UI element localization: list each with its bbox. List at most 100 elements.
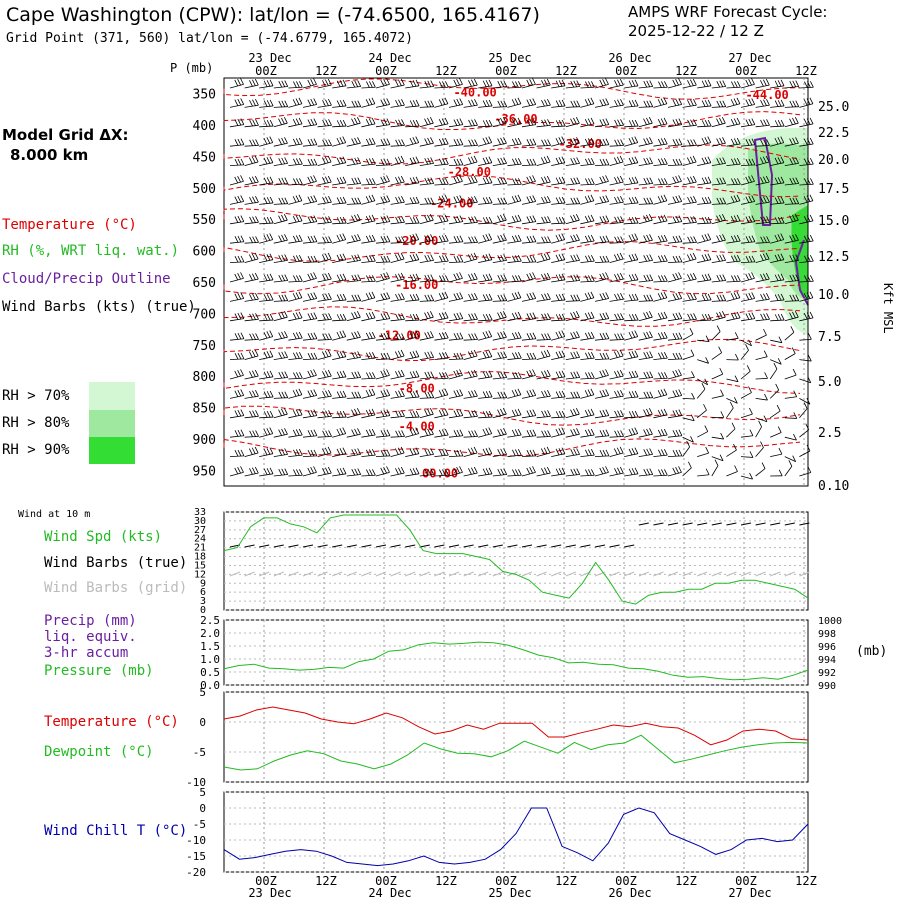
wind-barb-flag — [704, 217, 709, 224]
wind-barb-flag — [587, 118, 592, 125]
wind-barb — [711, 100, 727, 108]
wind-barb-flag — [599, 79, 604, 87]
wind-barb-flag — [619, 466, 624, 474]
wind-barb — [784, 368, 797, 380]
wind-barb — [317, 139, 332, 147]
wind-barb-shaft — [259, 239, 273, 244]
wind-barb — [317, 430, 332, 438]
wind-barb-flag — [737, 178, 741, 185]
wind-barb-flag — [631, 157, 636, 164]
wind-barb — [536, 349, 551, 360]
wind-barb-flag — [325, 430, 329, 437]
wind-barb — [580, 448, 595, 457]
wind-barb-flag — [765, 78, 770, 86]
wind-barb-flag — [657, 332, 662, 340]
wind-barb — [711, 177, 727, 186]
wind-barb-flag — [776, 404, 781, 412]
wind-barb-shaft — [361, 200, 376, 205]
wind-barb — [726, 137, 741, 147]
wind-barb-flag — [745, 79, 750, 87]
wind-barb-shaft — [317, 161, 332, 166]
wind-barb — [317, 390, 332, 399]
wind-barb — [726, 353, 739, 361]
wind-barb-shaft — [317, 355, 332, 360]
wind-barb-flag — [631, 331, 636, 338]
wind-barb-flag — [342, 410, 347, 418]
wind-barb-shaft — [288, 240, 303, 244]
wind-barb — [697, 233, 712, 244]
wind-barb-shaft — [565, 377, 580, 380]
wind-barb — [346, 80, 362, 89]
wind-barb-shaft — [448, 104, 463, 108]
wind-barb-flag — [701, 234, 706, 242]
wind-barb — [273, 80, 289, 89]
wind-barb — [755, 415, 768, 423]
wind-barb-shaft — [259, 356, 273, 360]
wind-barb-flag — [617, 119, 621, 126]
wind-barb-shaft — [390, 395, 405, 399]
wind-barb-flag — [760, 313, 764, 321]
bottom-date-label: 26 Dec — [608, 886, 651, 900]
wind-barb-shaft — [609, 278, 624, 283]
wind-barb-flag — [351, 449, 356, 456]
wind-barb-flag — [792, 368, 797, 376]
wind-barb-shaft — [770, 453, 783, 457]
wind-barb-flag — [398, 390, 402, 397]
wind-barb-shaft — [565, 280, 580, 283]
wind-barb-flag — [789, 255, 794, 262]
wind-barb-flag — [488, 136, 493, 143]
wind-barb-shaft — [726, 297, 741, 302]
wind-barb-shaft — [682, 355, 695, 360]
wind-barb-flag — [704, 425, 709, 432]
wind-barb-shaft — [697, 299, 712, 302]
wind-barb-flag — [453, 333, 458, 340]
wind-barb — [799, 81, 814, 89]
wind-barb-flag — [599, 99, 604, 106]
wind-barb — [302, 235, 318, 244]
wind-barb — [521, 466, 536, 477]
wind-barb-flag — [511, 332, 516, 340]
wind-barb-flag — [532, 78, 536, 85]
wind-barb-flag — [401, 216, 405, 223]
wind-barb — [317, 410, 332, 419]
wind-barb-shaft — [448, 180, 463, 186]
wind-barb — [259, 119, 274, 128]
wind-barb — [317, 78, 332, 89]
wind-barb-flag — [322, 216, 326, 224]
wind-barb-flag — [310, 429, 315, 437]
wind-barb-shaft — [375, 471, 390, 477]
wind-barb-shaft — [609, 472, 624, 477]
wind-barb-flag — [269, 216, 274, 224]
wind-barb — [770, 233, 785, 244]
wind-barb — [259, 99, 274, 108]
wind-barb-flag — [707, 99, 712, 107]
wind-barb-flag — [646, 448, 651, 456]
wind-barb — [390, 293, 405, 302]
wind-barb-flag — [628, 371, 633, 378]
wind-barb-shaft — [229, 261, 245, 263]
wind-barb — [448, 78, 463, 89]
wind-barb-flag — [339, 137, 344, 144]
wind-barb-shaft — [375, 435, 390, 438]
legend-wind-spd: Wind Spd (kts) — [44, 529, 163, 545]
wind-barb — [609, 390, 624, 399]
legend-barbs-grid: Wind Barbs (grid) — [44, 580, 188, 596]
wind-barb-flag — [278, 274, 283, 282]
pressure-tick: 500 — [193, 182, 216, 197]
wind-barb-flag — [690, 313, 694, 320]
wind-barb-shaft — [361, 143, 376, 147]
wind-barb-flag — [415, 196, 420, 204]
wind-barb-shaft — [580, 103, 595, 108]
wind-barb-shaft — [551, 279, 566, 283]
wind-barb-flag — [307, 176, 312, 184]
wind-barb — [638, 428, 653, 438]
wind-barb-flag — [663, 117, 668, 125]
wind-barb-flag — [278, 409, 282, 416]
legend-precip: Precip (mm) — [44, 613, 137, 629]
grid-barb — [726, 571, 737, 577]
wind-barb — [346, 234, 361, 244]
wind-barb-flag — [573, 391, 578, 399]
wind-barb — [609, 430, 624, 438]
wind-barb — [332, 447, 347, 457]
